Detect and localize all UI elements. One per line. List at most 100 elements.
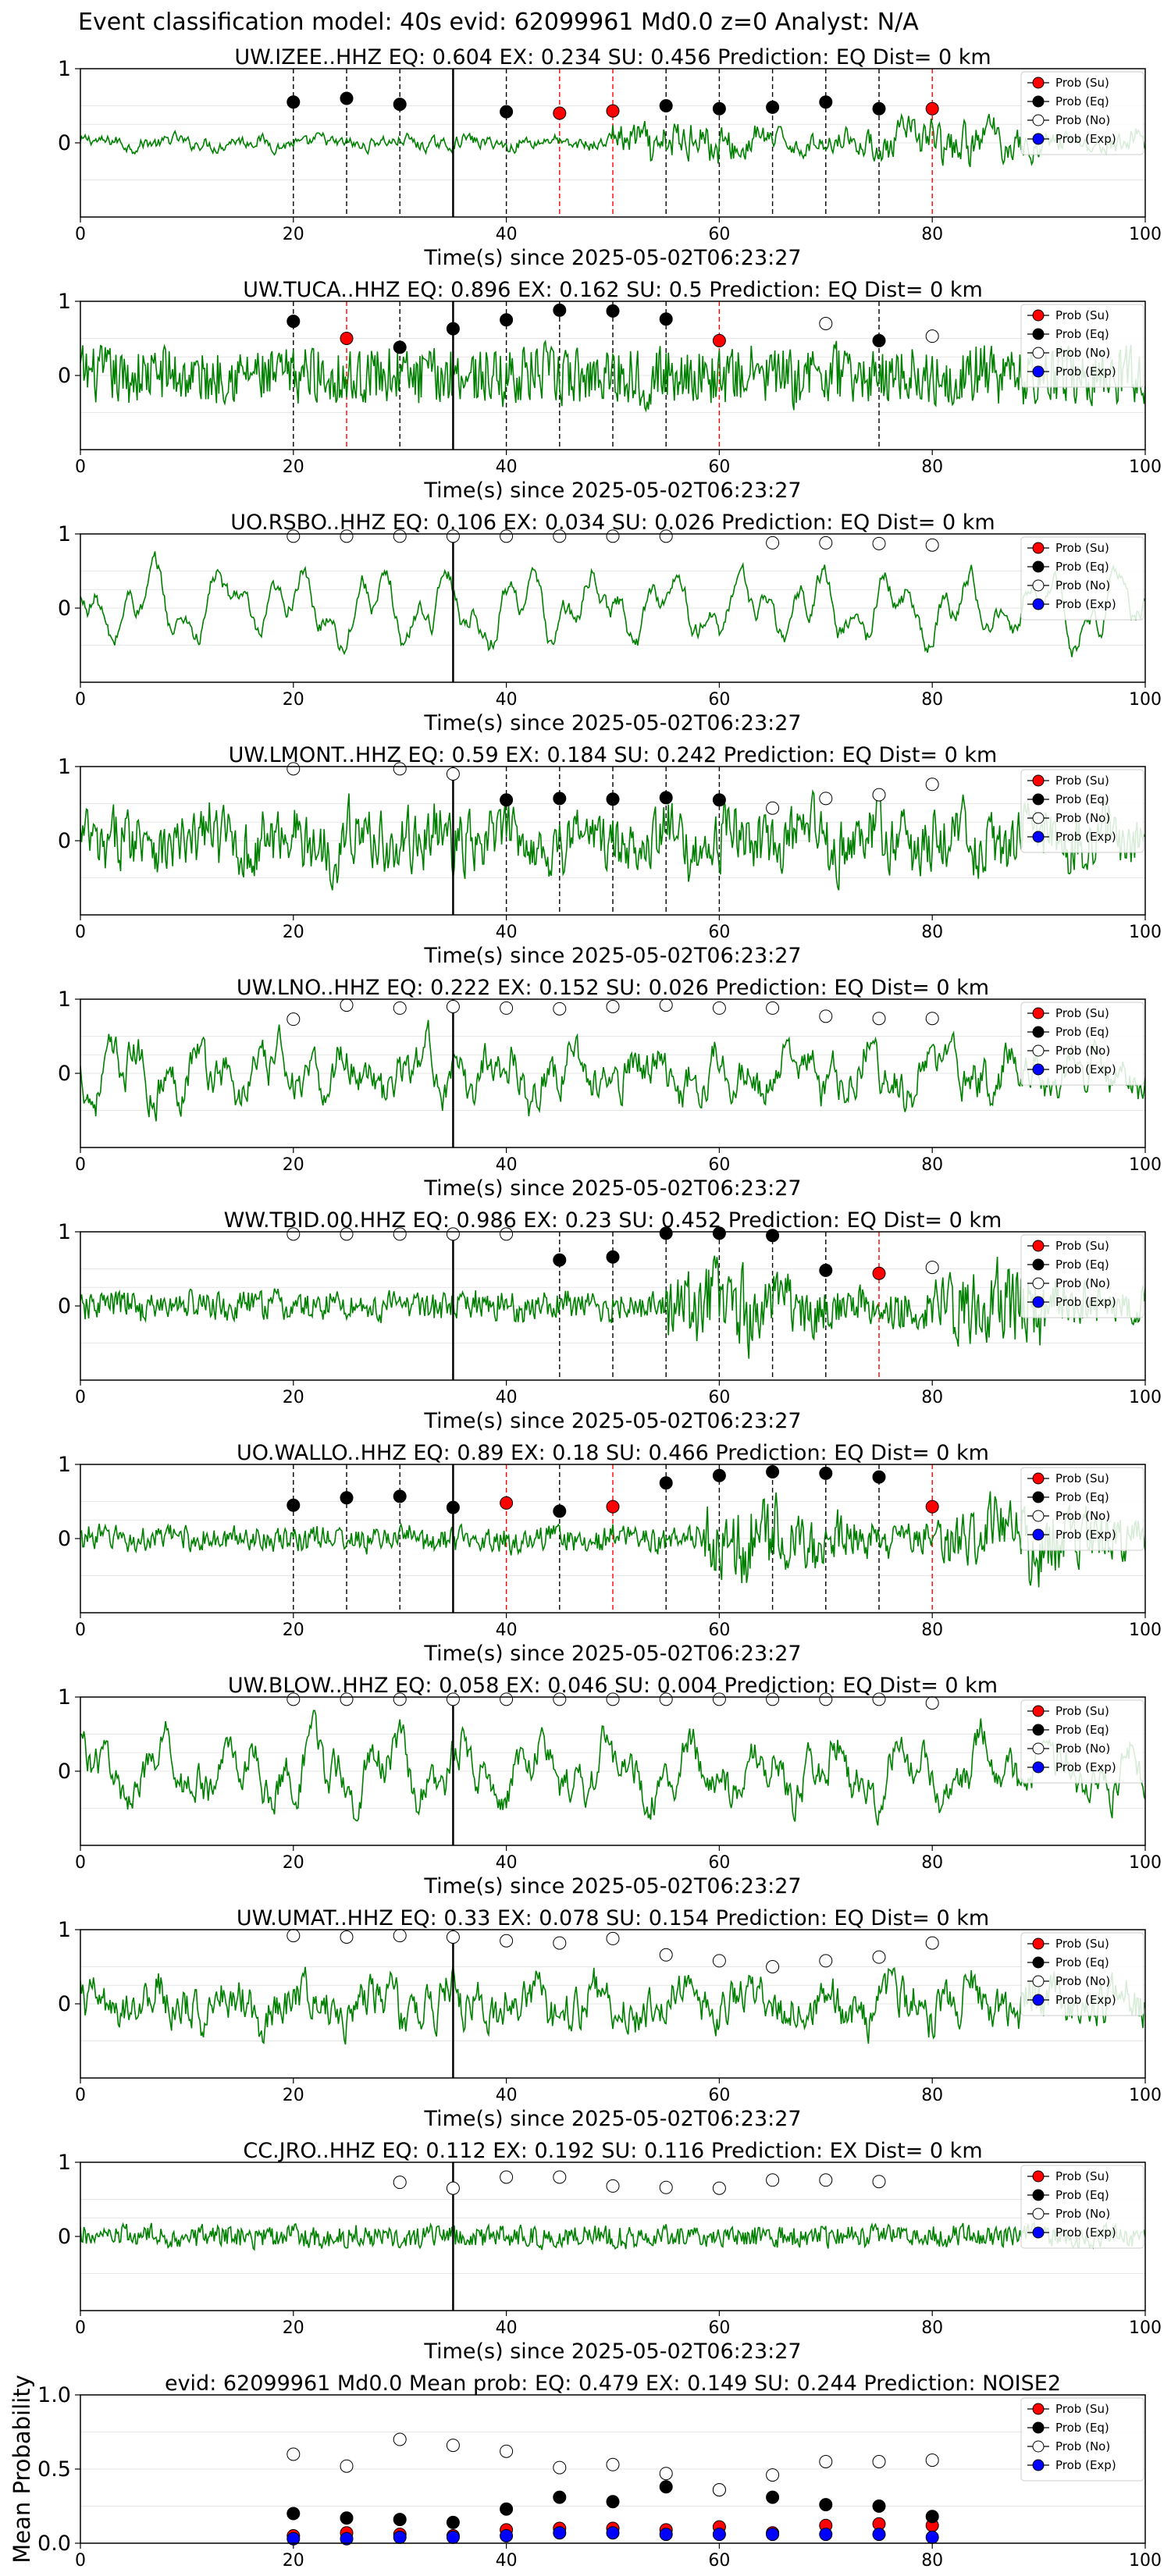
x-tick-label: 20 [283, 457, 304, 477]
prob-point-eq [553, 792, 567, 806]
y-tick-label: 0 [58, 596, 71, 621]
prob-point-no [553, 1692, 567, 1706]
prob-point-eq [819, 1466, 833, 1480]
prob-point-no [712, 1954, 726, 1968]
panel-title: UW.LNO..HHZ EQ: 0.222 EX: 0.152 SU: 0.02… [237, 976, 989, 1000]
x-tick-label: 20 [283, 2086, 304, 2105]
legend-box [1020, 536, 1144, 621]
prob-point-no [659, 529, 673, 543]
mean-prob-point-exp [500, 2529, 514, 2542]
legend-label: Prob (Exp) [1055, 1295, 1116, 1309]
prob-point-eq [606, 792, 620, 806]
legend-marker [1032, 831, 1045, 843]
mean-prob-point-eq [606, 2495, 620, 2509]
prob-point-no [872, 1692, 886, 1706]
x-tick-label: 60 [708, 225, 730, 244]
legend-marker [1032, 774, 1045, 787]
chart-panel-7: 0 20 40 60 80 100 1 0 UO.WALLO..HHZ EQ: 0.89 EX:… [58, 1441, 1162, 1666]
prob-point-no [925, 777, 939, 792]
prob-point-eq [766, 100, 780, 114]
x-tick-label: 20 [283, 1621, 304, 1640]
panel-title: UO.WALLO..HHZ EQ: 0.89 EX: 0.18 SU: 0.46… [237, 1441, 989, 1465]
legend-label: Prob (No) [1055, 1974, 1110, 1988]
chart-panel-8: 0 20 40 60 80 100 1 0 UW.BLOW..HHZ EQ: 0.058 EX:… [58, 1674, 1162, 1898]
legend-marker [1032, 114, 1045, 126]
prob-point-su [925, 1500, 939, 1514]
prob-point-no [446, 1930, 460, 1944]
legend-label: Prob (No) [1055, 1509, 1110, 1523]
legend-marker [1032, 1491, 1045, 1503]
x-tick-label: 20 [283, 2551, 304, 2571]
x-tick-label: 0 [75, 2551, 86, 2571]
legend-marker [1032, 347, 1045, 359]
prob-point-no [287, 1012, 301, 1026]
mean-prob-point-no [446, 2439, 460, 2453]
x-tick-label: 80 [921, 2086, 943, 2105]
mean-prob-point-exp [766, 2528, 780, 2542]
mean-prob-point-exp [606, 2526, 620, 2540]
chart-panel-4: 0 20 40 60 80 100 1 0 UW.LMONT..HHZ EQ: 0.59 EX:… [58, 743, 1162, 968]
x-tick-label: 20 [283, 1155, 304, 1175]
x-axis-label: Time(s) since 2025-05-02T06:23:27 [423, 1176, 801, 1201]
prob-point-no [766, 1001, 780, 1015]
waveform-trace [80, 551, 1145, 657]
mean-prob-point-exp [925, 2530, 939, 2544]
legend-marker [1032, 1937, 1045, 1950]
y-axis-label: Mean Probability [9, 2375, 35, 2564]
x-tick-label: 20 [283, 923, 304, 942]
legend-marker [1032, 579, 1045, 592]
figure-title: Event classification model: 40s evid: 62… [78, 9, 919, 36]
x-tick-label: 20 [283, 225, 304, 244]
mean-prob-point-no [500, 2444, 514, 2458]
y-tick-label: 1.0 [37, 2383, 71, 2407]
prob-point-no [925, 1696, 939, 1710]
x-tick-label: 60 [708, 1853, 730, 1873]
x-tick-label: 60 [708, 923, 730, 942]
y-tick-label: 0.5 [37, 2457, 71, 2482]
legend-marker [1032, 1761, 1045, 1774]
x-tick-label: 80 [921, 1388, 943, 1407]
prob-point-eq [553, 1504, 567, 1518]
legend-label: Prob (Eq) [1055, 2188, 1109, 2202]
y-tick-label: 0 [58, 1062, 71, 1086]
prob-point-no [872, 788, 886, 802]
panel-title: CC.JRO..HHZ EQ: 0.112 EX: 0.192 SU: 0.11… [243, 2139, 982, 2163]
mean-prob-point-no [712, 2483, 726, 2497]
x-tick-label: 60 [708, 1621, 730, 1640]
x-tick-label: 100 [1129, 690, 1162, 710]
prob-point-no [393, 529, 407, 543]
prob-point-no [659, 1692, 673, 1706]
prob-point-eq [766, 1465, 780, 1478]
prob-point-eq [500, 313, 514, 327]
prob-point-su [500, 1496, 514, 1510]
x-axis-label: Time(s) since 2025-05-02T06:23:27 [423, 246, 801, 270]
prob-point-no [925, 329, 939, 343]
prob-point-eq [659, 1226, 673, 1240]
y-tick-label: 1 [58, 522, 71, 546]
mean-prob-point-eq [872, 2500, 886, 2513]
prob-point-no [287, 529, 301, 543]
mean-prob-point-eq [819, 2498, 833, 2512]
legend-label: Prob (Su) [1055, 1937, 1109, 1951]
x-tick-label: 0 [75, 923, 86, 942]
prob-point-no [872, 1012, 886, 1026]
mean-prob-point-exp [446, 2530, 460, 2544]
legend-box [1020, 1932, 1144, 2016]
legend-marker [1032, 2208, 1045, 2220]
chart-panel-3: 0 20 40 60 80 100 1 0 UO.RSBO..HHZ EQ: 0.106 EX:… [58, 511, 1162, 735]
mean-prob-point-exp [553, 2526, 567, 2540]
x-tick-label: 60 [708, 2318, 730, 2338]
mean-prob-point-eq [659, 2480, 673, 2494]
legend-label: Prob (Exp) [1055, 1528, 1116, 1542]
legend-marker [1032, 328, 1045, 340]
prob-point-eq [712, 793, 726, 807]
x-tick-label: 0 [75, 457, 86, 477]
legend-label: Prob (No) [1055, 113, 1110, 127]
waveform-trace [80, 1255, 1145, 1359]
legend-marker [1032, 1510, 1045, 1522]
prob-point-no [766, 801, 780, 815]
prob-point-no [446, 1227, 460, 1241]
prob-point-eq [872, 333, 886, 347]
legend-label: Prob (Exp) [1055, 1760, 1116, 1774]
mean-prob-point-exp [393, 2530, 407, 2544]
